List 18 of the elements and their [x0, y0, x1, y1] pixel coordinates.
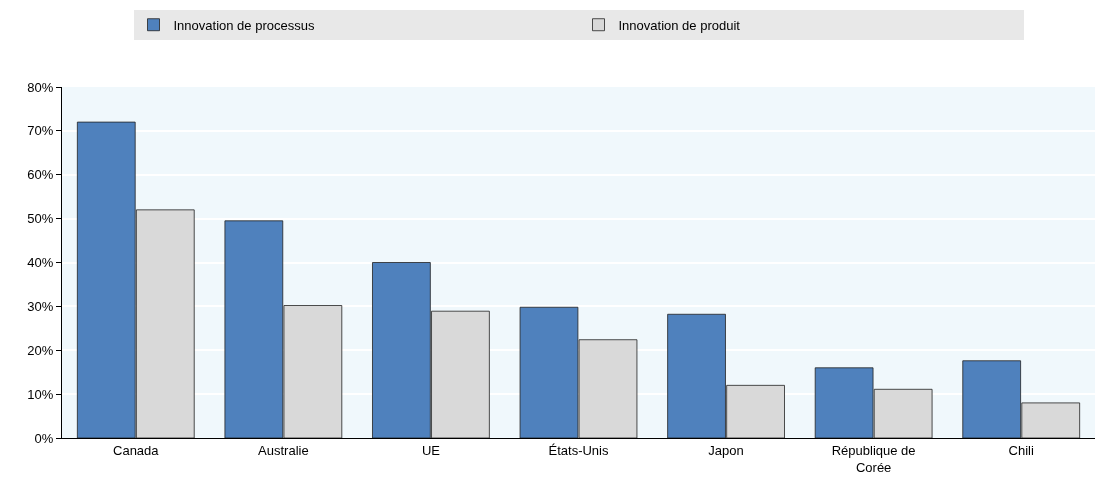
x-tick-label: République de Corée — [831, 442, 916, 475]
y-tick-label: 20% — [27, 342, 54, 358]
y-tick-label: 50% — [27, 211, 54, 227]
y-tick-label: 30% — [27, 298, 54, 314]
x-tick-label: Chili — [1008, 442, 1034, 458]
y-tick-label: 60% — [27, 167, 54, 183]
legend-label: Innovation de processus — [173, 17, 315, 33]
x-tick-label: Japon — [708, 442, 744, 458]
y-tick-label: 0% — [34, 430, 54, 446]
x-tick-label: États-Unis — [548, 442, 609, 458]
y-tick-label: 70% — [27, 123, 54, 139]
y-tick-label: 80% — [27, 79, 54, 95]
x-tick-label: Australie — [258, 442, 309, 458]
y-tick-label: 40% — [27, 255, 54, 271]
legend-label: Innovation de produit — [618, 17, 741, 33]
x-tick-label: UE — [421, 442, 441, 458]
x-tick-label: Canada — [113, 442, 160, 458]
y-tick-label: 10% — [27, 386, 54, 402]
